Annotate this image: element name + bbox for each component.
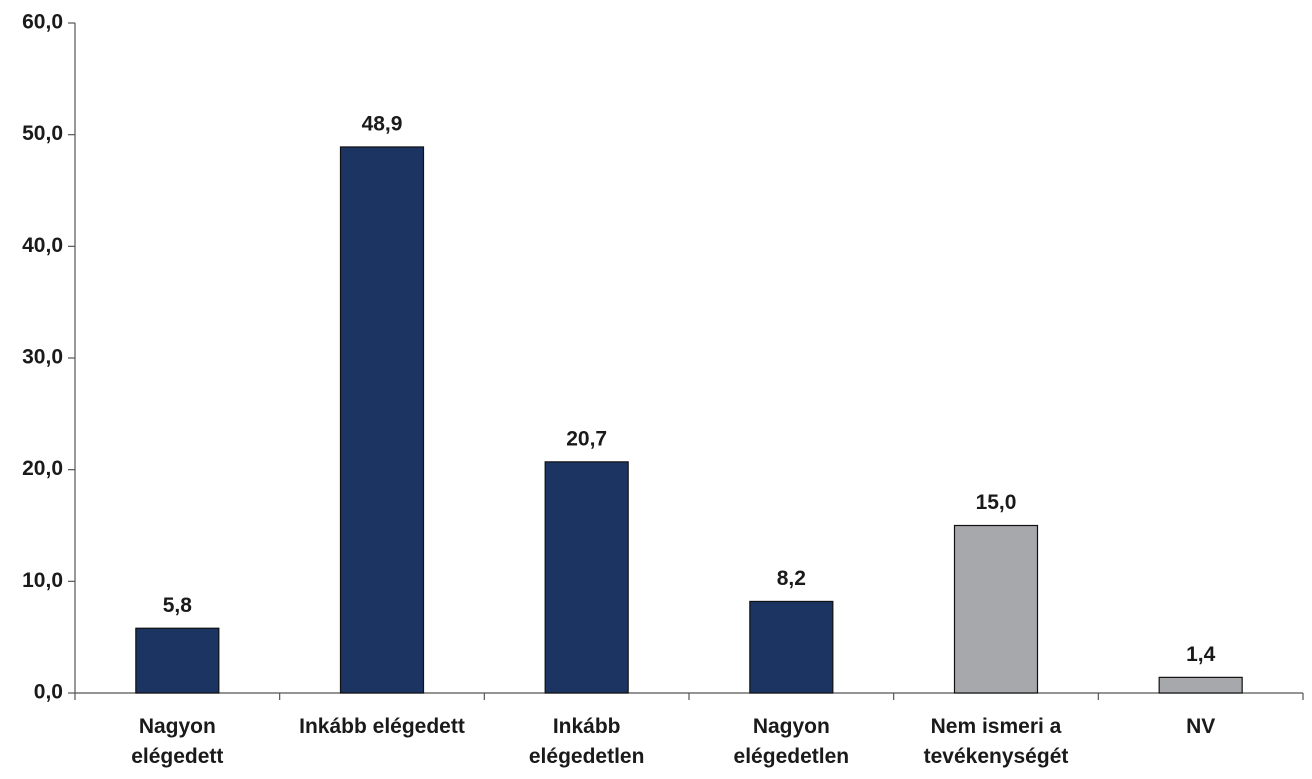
y-tick-label: 30,0 — [22, 346, 63, 369]
bar — [953, 524, 1039, 694]
value-label: 1,4 — [1186, 643, 1216, 666]
y-tick-label: 50,0 — [22, 122, 63, 145]
bar — [1158, 676, 1243, 694]
value-label: 8,2 — [777, 567, 806, 590]
x-tick-label: Nagyon elégedett — [131, 715, 224, 768]
y-tick-label: 10,0 — [22, 569, 63, 592]
bar — [135, 627, 220, 694]
x-tick-label: Inkább elégedett — [299, 715, 465, 738]
bar — [544, 461, 629, 694]
y-tick-label: 40,0 — [22, 234, 63, 257]
y-tick-label: 0,0 — [34, 681, 63, 704]
bar — [749, 600, 834, 694]
x-tick-label: NV — [1186, 715, 1216, 738]
x-tick-label: Nem ismeri a tevékenységét — [923, 715, 1069, 768]
value-label: 15,0 — [976, 491, 1017, 514]
value-label: 48,9 — [362, 112, 403, 135]
y-tick-label: 60,0 — [22, 11, 63, 34]
y-tick-label: 20,0 — [22, 457, 63, 480]
x-tick-label: Nagyon elégedetlen — [733, 715, 850, 768]
x-tick-label: Inkább elégedetlen — [528, 715, 645, 768]
value-label: 20,7 — [566, 427, 607, 450]
value-label: 5,8 — [163, 594, 193, 617]
bar — [339, 146, 425, 694]
